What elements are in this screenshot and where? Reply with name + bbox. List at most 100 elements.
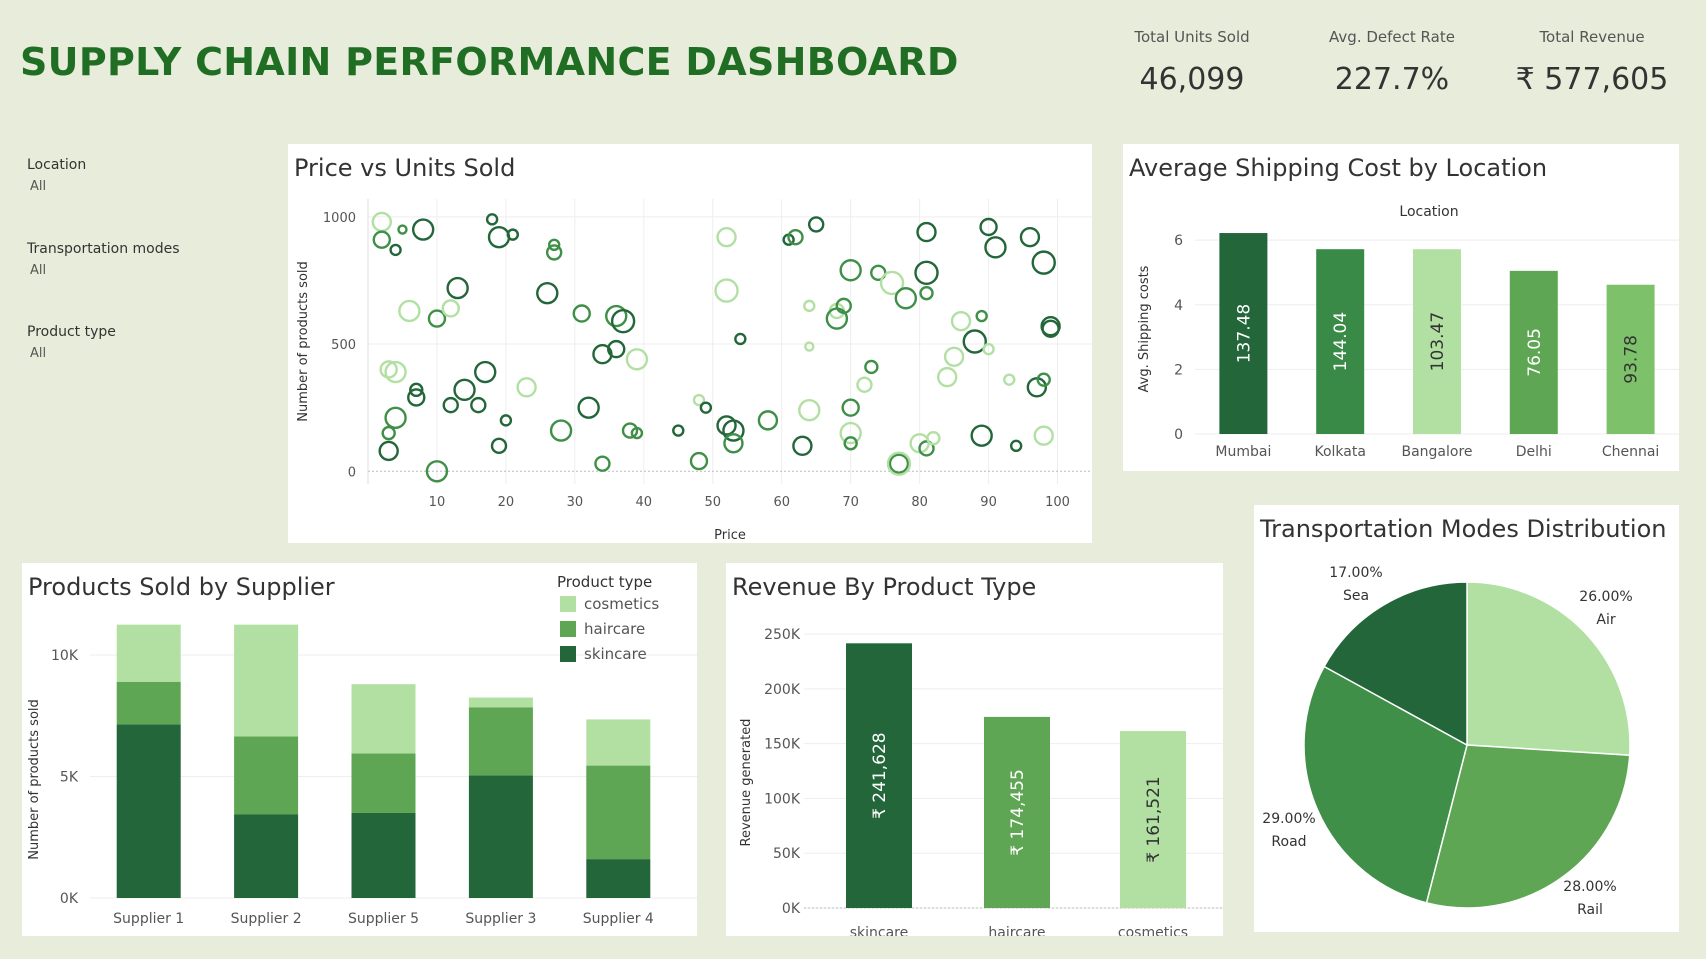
scatter-xtick: 70	[842, 495, 859, 510]
scatter-point	[803, 299, 816, 313]
scatter-point	[692, 393, 706, 407]
scatter-point	[807, 216, 825, 233]
scatter-point	[716, 415, 737, 436]
supplier-chart[interactable]: 0K 5K 10K Number of products sold Supplier 1…	[22, 563, 697, 936]
supplier-ytick: 10K	[51, 648, 79, 664]
pie-slice	[1303, 665, 1468, 904]
pie-percent-label: 29.00%	[1262, 811, 1315, 827]
scatter-xtick: 80	[911, 495, 928, 510]
revenue-panel: Revenue By Product Type 0K 50K 100K 150K 200…	[726, 563, 1223, 936]
shipping-chart[interactable]: Location 0 2 4 6 Avg. Shipping costs 137.48 Mum…	[1123, 144, 1679, 471]
scatter-point	[984, 236, 1007, 259]
supplier-bar-segment	[234, 624, 299, 737]
scatter-ytick: 500	[331, 338, 356, 353]
filter-value[interactable]: All	[30, 263, 47, 278]
scatter-point	[411, 218, 435, 241]
scatter-point	[545, 244, 563, 261]
scatter-point	[610, 308, 636, 334]
revenue-bar-label: ₹ 241,628	[870, 732, 890, 819]
supplier-xtick: Supplier 2	[231, 911, 302, 927]
shipping-bar	[1509, 270, 1558, 434]
scatter-point	[843, 436, 858, 451]
scatter-point	[549, 419, 573, 442]
supplier-xtick: Supplier 3	[465, 911, 536, 927]
supplier-bar-segment	[468, 775, 533, 898]
revenue-xtick: haircare	[988, 925, 1045, 936]
kpi-label: Avg. Defect Rate	[1329, 28, 1455, 46]
revenue-bar-label: ₹ 174,455	[1008, 769, 1028, 856]
scatter-point	[605, 304, 628, 328]
scatter-point	[926, 430, 941, 446]
legend-label: haircare	[584, 620, 645, 638]
supplier-xtick: Supplier 4	[583, 911, 654, 927]
scatter-point	[453, 378, 476, 402]
supplier-ylabel: Number of products sold	[27, 699, 42, 860]
filter-transportation-modes[interactable]: Transportation modes All	[27, 241, 180, 278]
scatter-point	[886, 451, 912, 476]
scatter-point	[485, 213, 499, 226]
scatter-point	[506, 228, 520, 241]
kpi-label: Total Revenue	[1539, 28, 1645, 46]
filter-value[interactable]: All	[30, 179, 47, 194]
scatter-point	[442, 396, 459, 414]
filter-location[interactable]: Location All	[27, 157, 86, 194]
scatter-point	[841, 398, 860, 417]
supplier-bar-segment	[351, 812, 416, 898]
kpi-value: 227.7%	[1334, 62, 1450, 97]
scatter-point	[835, 297, 852, 315]
shipping-bar-label: 137.48	[1234, 304, 1254, 363]
scatter-point	[937, 366, 958, 388]
shipping-bar-label: 144.04	[1331, 312, 1351, 371]
scatter-point	[839, 259, 862, 282]
shipping-xtick: Chennai	[1602, 444, 1659, 460]
scatter-point	[1036, 372, 1051, 387]
scatter-point	[723, 433, 744, 454]
scatter-point	[970, 424, 993, 447]
kpi-total-units: Total Units Sold 46,099	[1092, 28, 1292, 97]
scatter-point	[384, 360, 407, 384]
scatter-point	[389, 243, 402, 257]
scatter-point	[1040, 316, 1061, 337]
revenue-ytick: 100K	[764, 791, 801, 807]
supplier-bar-segment	[468, 697, 533, 708]
scatter-point	[914, 260, 939, 285]
shipping-panel: Average Shipping Cost by Location Locati…	[1123, 144, 1679, 471]
shipping-ytick: 2	[1174, 362, 1183, 378]
transport-chart[interactable]: 26.00% Air 28.00% Rail 29.00% Road 17.00% Sea	[1254, 505, 1679, 932]
filter-product-type[interactable]: Product type All	[27, 324, 116, 361]
revenue-ytick: 250K	[764, 627, 801, 643]
scatter-point	[734, 332, 747, 346]
scatter-chart[interactable]: 10 20 30 40 50 60 70 80 90 10005001000PriceNumber…	[288, 144, 1092, 543]
scatter-xtick: 90	[980, 495, 997, 510]
supplier-panel: Products Sold by Supplier 0K 5K 10K Number …	[22, 563, 697, 936]
revenue-chart[interactable]: 0K 50K 100K 150K 200K 250K Revenue generated ₹ …	[726, 563, 1223, 936]
revenue-bar	[984, 716, 1050, 908]
scatter-point	[407, 388, 426, 407]
scatter-ytick: 1000	[323, 211, 356, 226]
kpi-total-revenue: Total Revenue ₹ 577,605	[1492, 28, 1692, 97]
scatter-point	[916, 221, 937, 243]
shipping-bar	[1316, 249, 1365, 434]
supplier-bar-segment	[351, 753, 416, 813]
scatter-point	[427, 309, 447, 328]
scatter-xtick: 10	[429, 495, 446, 510]
scatter-point	[425, 460, 449, 483]
shipping-bar-label: 103.47	[1428, 312, 1448, 371]
supplier-bar-segment	[586, 765, 651, 860]
scatter-point	[516, 377, 537, 398]
filter-value[interactable]: All	[30, 346, 47, 361]
scatter-point	[397, 224, 408, 235]
kpi-defect-rate: Avg. Defect Rate 227.7%	[1292, 28, 1492, 97]
scatter-point	[804, 341, 815, 352]
scatter-point	[950, 310, 972, 332]
supplier-bar-segment	[468, 707, 533, 776]
revenue-ytick: 150K	[764, 737, 801, 753]
revenue-xtick: cosmetics	[1118, 925, 1188, 936]
shipping-xtick: Delhi	[1516, 444, 1552, 460]
scatter-point	[918, 440, 935, 457]
shipping-bar	[1413, 249, 1461, 434]
legend-title: Product type	[557, 573, 652, 591]
scatter-point	[470, 396, 487, 414]
scatter-point	[536, 281, 559, 305]
revenue-title: Revenue By Product Type	[732, 573, 1037, 601]
